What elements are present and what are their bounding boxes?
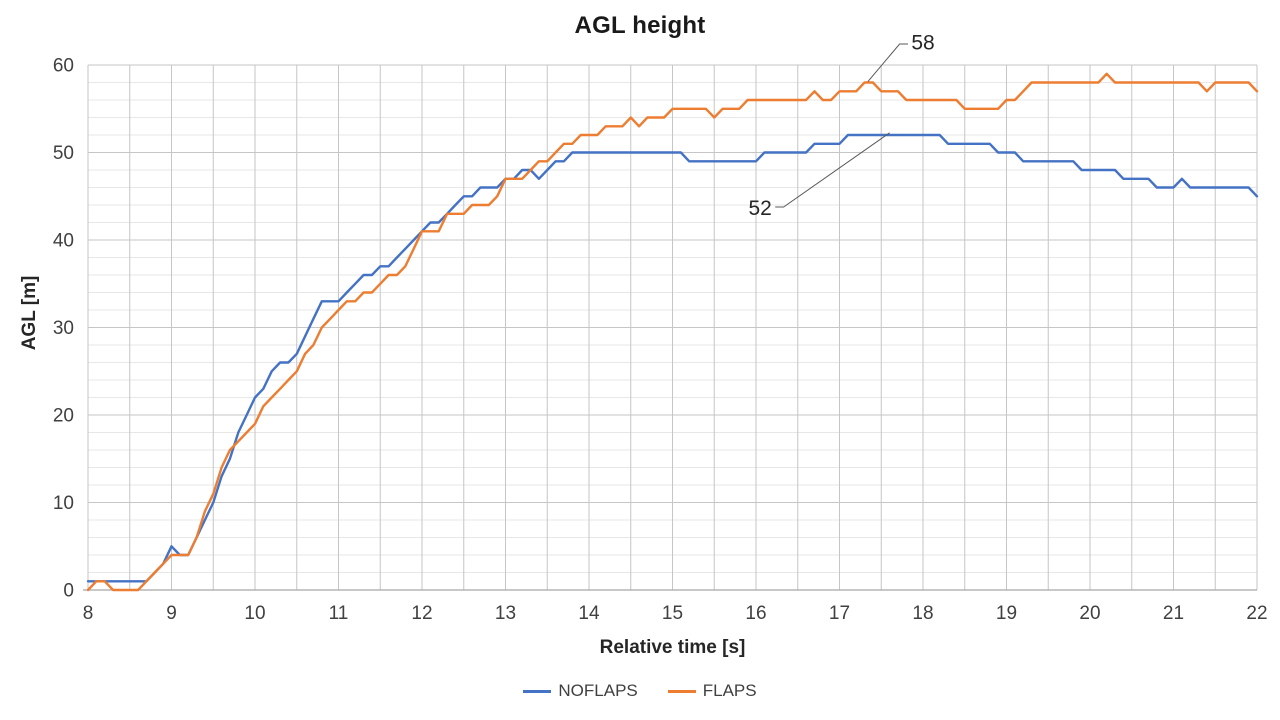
x-tick-label: 16	[745, 603, 766, 624]
x-tick-label: 13	[495, 603, 516, 624]
annotation-52: 52	[748, 132, 890, 220]
x-tick-labels: 8 9 10 11 12 13 14 15 16 17 18 19 20 21 22	[83, 603, 1268, 624]
x-tick-label: 20	[1079, 603, 1100, 624]
x-tick-label: 11	[329, 603, 349, 624]
y-tick-labels: 0 10 20 30 40 50 60	[53, 56, 74, 602]
legend-label-noflaps: NOFLAPS	[558, 681, 638, 700]
legend: NOFLAPS FLAPS	[0, 681, 1280, 701]
legend-label-flaps: FLAPS	[702, 681, 757, 700]
series-line-noflaps	[86, 133, 1259, 583]
x-tick-label: 18	[912, 603, 933, 624]
x-tick-label: 17	[829, 603, 850, 624]
y-tick-label: 20	[53, 406, 74, 427]
noflaps-line-swatch	[523, 689, 552, 693]
flaps-line-swatch	[667, 689, 696, 693]
y-tick-label: 30	[53, 318, 74, 339]
annotation-leader-line	[867, 43, 908, 82]
x-tick-label: 21	[1163, 603, 1184, 624]
y-tick-label: 10	[53, 493, 74, 514]
y-tick-label: 60	[53, 56, 74, 77]
vertical-gridlines	[87, 65, 1258, 590]
y-tick-label: 40	[53, 231, 74, 252]
annotation-58: 58	[867, 31, 935, 82]
x-tick-label: 22	[1246, 603, 1267, 624]
chart-title: AGL height	[574, 12, 706, 39]
legend-item-noflaps[interactable]: NOFLAPS	[523, 681, 638, 701]
x-tick-label: 19	[996, 603, 1017, 624]
legend-item-flaps[interactable]: FLAPS	[667, 681, 757, 701]
series-line-flaps	[86, 72, 1259, 592]
x-axis-title: Relative time [s]	[599, 637, 746, 658]
annotation-text: 58	[911, 31, 934, 54]
x-tick-label: 14	[578, 603, 600, 624]
x-tick-label: 8	[83, 603, 94, 624]
x-tick-label: 15	[662, 603, 683, 624]
x-tick-label: 9	[166, 603, 177, 624]
annotation-text: 52	[748, 197, 771, 220]
annotation-leader-line	[775, 132, 890, 208]
y-tick-label: 50	[53, 143, 74, 164]
y-tick-label: 0	[63, 581, 74, 602]
x-tick-label: 10	[244, 603, 265, 624]
x-tick-label: 12	[411, 603, 432, 624]
